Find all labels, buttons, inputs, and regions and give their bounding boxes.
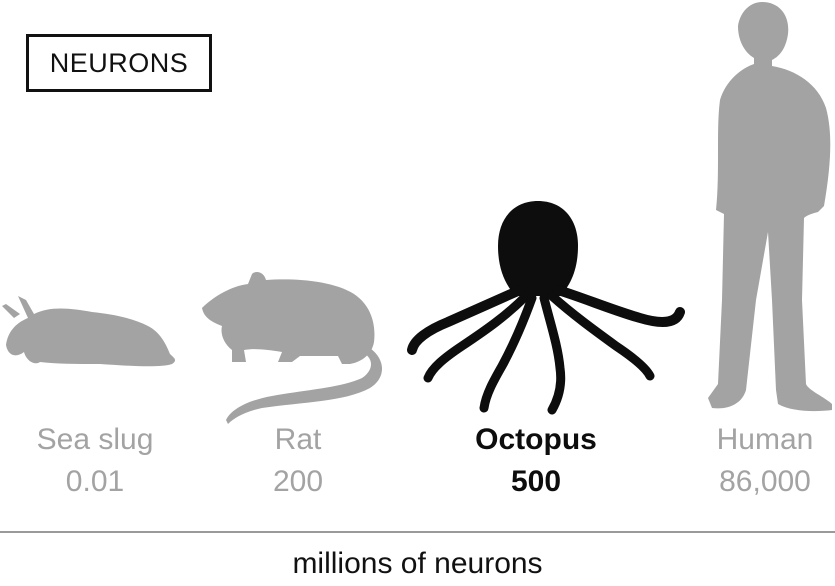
human-icon <box>708 2 832 412</box>
category-label-rat: Rat <box>274 423 322 456</box>
value-label-sea-slug: 0.01 <box>65 465 125 498</box>
value-label-human: 86,000 <box>719 465 811 498</box>
value-label-rat: 200 <box>272 465 324 498</box>
category-label-human: Human <box>716 423 814 456</box>
chart-title-box: NEURONS <box>26 34 212 92</box>
rat-icon <box>202 272 382 424</box>
sea-slug-icon <box>2 296 176 367</box>
octopus-icon <box>407 201 685 415</box>
category-label-octopus: Octopus <box>475 423 597 456</box>
x-axis-label: millions of neurons <box>292 547 543 580</box>
category-label-sea-slug: Sea slug <box>36 423 154 456</box>
baseline-divider <box>0 531 835 533</box>
chart-title: NEURONS <box>49 47 189 78</box>
value-label-octopus: 500 <box>510 465 562 498</box>
